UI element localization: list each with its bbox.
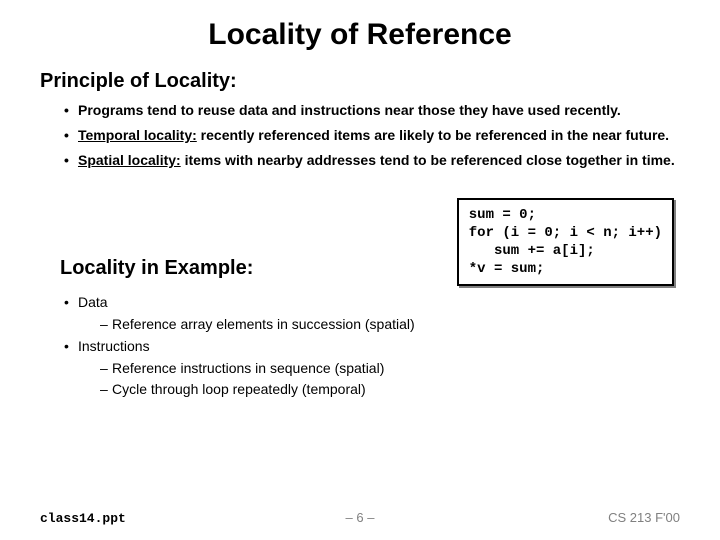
bullet-text: items with nearby addresses tend to be r…	[181, 152, 675, 168]
sub-item: Reference instructions in sequence (spat…	[100, 359, 680, 379]
bullet-text: Programs tend to reuse data and instruct…	[78, 102, 621, 118]
bullet-item: Spatial locality: items with nearby addr…	[64, 151, 680, 170]
example-row: Locality in Example: sum = 0; for (i = 0…	[40, 198, 680, 287]
footer: class14.ppt – 6 – CS 213 F'00	[40, 510, 680, 526]
principle-bullets: Programs tend to reuse data and instruct…	[40, 101, 680, 170]
sub-bullets: Reference array elements in succession (…	[78, 315, 680, 335]
example-bullets: Data Reference array elements in success…	[40, 292, 680, 399]
bullet-label: Spatial locality:	[78, 152, 181, 168]
code-line: for (i = 0; i < n; i++)	[469, 225, 662, 241]
bullet-item: Data Reference array elements in success…	[64, 292, 680, 334]
footer-filename: class14.ppt	[40, 511, 126, 526]
sub-item: Reference array elements in succession (…	[100, 315, 680, 335]
bullet-item: Temporal locality: recently referenced i…	[64, 126, 680, 145]
slide-title: Locality of Reference	[40, 18, 680, 52]
sub-item: Cycle through loop repeatedly (temporal)	[100, 380, 680, 400]
bullet-text: recently referenced items are likely to …	[197, 127, 669, 143]
bullet-item: Instructions Reference instructions in s…	[64, 336, 680, 399]
section-heading-example: Locality in Example:	[60, 257, 253, 280]
sub-bullets: Reference instructions in sequence (spat…	[78, 359, 680, 400]
bullet-text: Data	[78, 294, 108, 310]
slide: Locality of Reference Principle of Local…	[0, 0, 720, 540]
footer-page-number: – 6 –	[346, 510, 375, 525]
code-line: *v = sum;	[469, 261, 545, 277]
footer-course: CS 213 F'00	[608, 510, 680, 525]
bullet-text: Instructions	[78, 338, 150, 354]
code-snippet: sum = 0; for (i = 0; i < n; i++) sum += …	[457, 198, 674, 287]
bullet-item: Programs tend to reuse data and instruct…	[64, 101, 680, 120]
code-line: sum += a[i];	[469, 243, 595, 259]
code-line: sum = 0;	[469, 207, 536, 223]
section-heading-principle: Principle of Locality:	[40, 70, 680, 93]
bullet-label: Temporal locality:	[78, 127, 197, 143]
